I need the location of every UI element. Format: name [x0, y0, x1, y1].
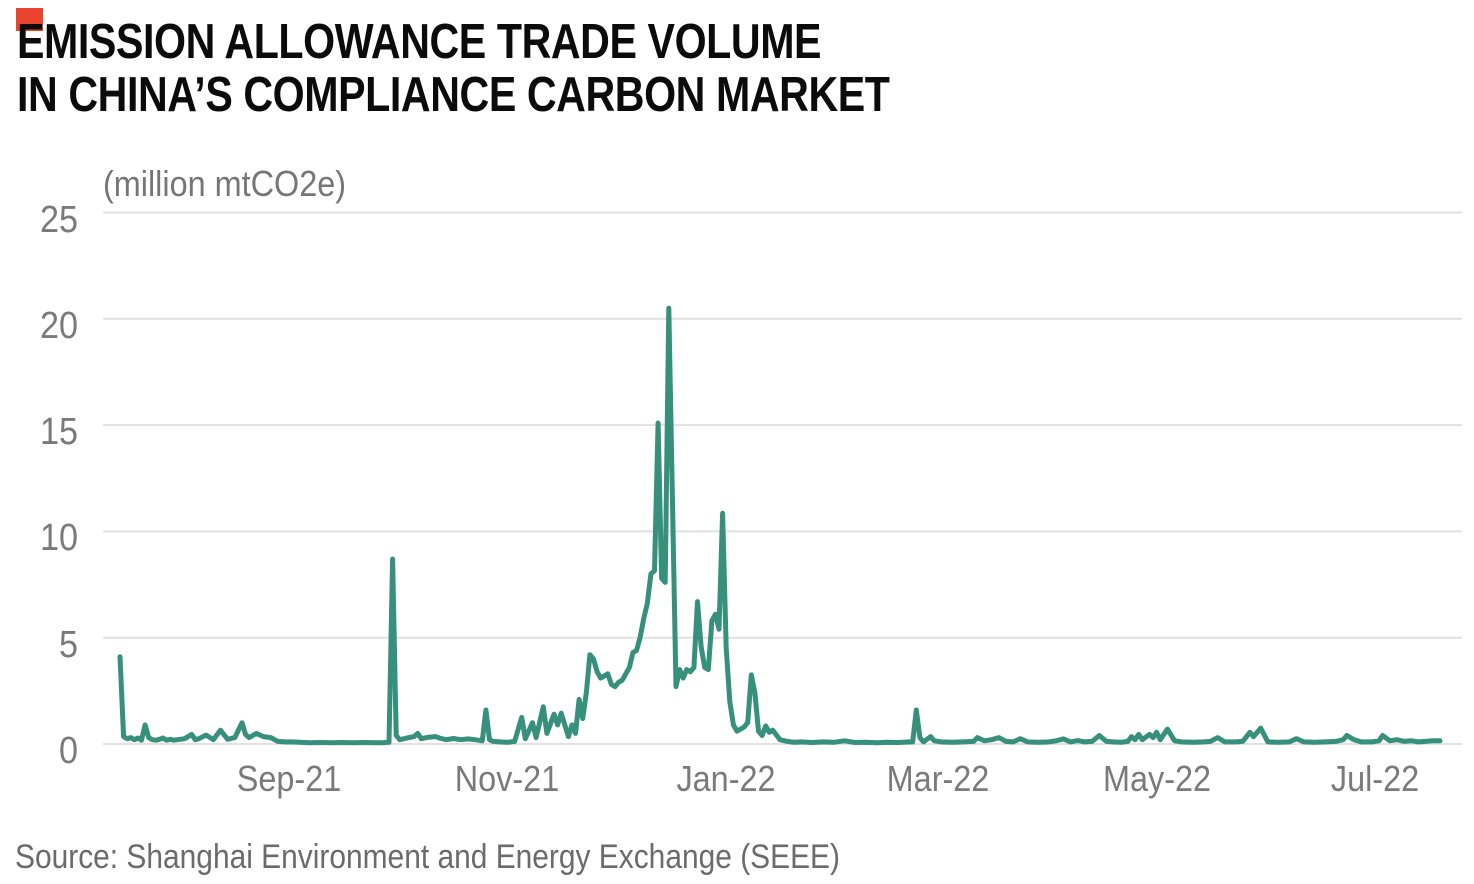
x-axis-label-Sep-21: Sep-21 [236, 758, 341, 799]
y-axis-label-5: 5 [58, 623, 78, 666]
source-note: Source: Shanghai Environment and Energy … [15, 838, 840, 876]
x-axis-label-May-22: May-22 [1102, 758, 1211, 799]
y-axis-label-0: 0 [58, 730, 78, 772]
y-axis-unit-label: (million mtCO2e) [103, 163, 347, 204]
chart-title-line2: IN CHINA’S COMPLIANCE CARBON MARKET [17, 68, 890, 122]
y-axis-label-25: 25 [39, 198, 78, 241]
x-axis-label-Mar-22: Mar-22 [886, 758, 990, 799]
y-axis-label-20: 20 [39, 304, 78, 347]
x-axis-label-Jul-22: Jul-22 [1331, 758, 1420, 799]
y-axis-label-15: 15 [39, 411, 78, 454]
trade-volume-line [117, 305, 1443, 746]
chart-title-line1: EMISSION ALLOWANCE TRADE VOLUME [17, 15, 822, 69]
chart-title: EMISSION ALLOWANCE TRADE VOLUME IN CHINA… [17, 16, 890, 122]
x-axis-label-Nov-21: Nov-21 [455, 758, 560, 799]
x-axis-label-Jan-22: Jan-22 [676, 758, 776, 799]
y-axis-label-10: 10 [39, 517, 78, 560]
brand-mark [16, 8, 43, 31]
